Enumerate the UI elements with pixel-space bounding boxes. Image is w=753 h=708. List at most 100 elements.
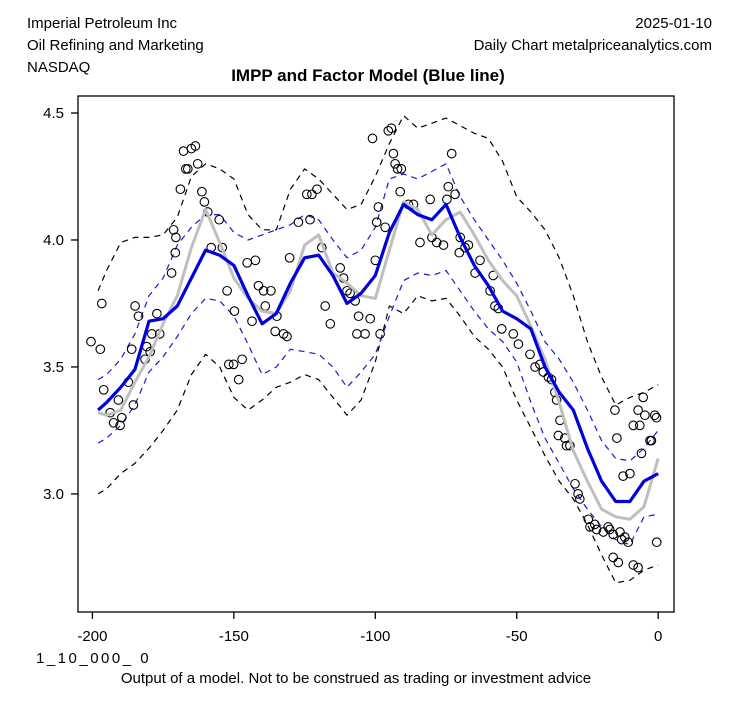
daily-price-point — [608, 529, 619, 540]
x-axis-tick-label: 0 — [654, 628, 662, 645]
daily-price-point — [133, 311, 144, 322]
daily-price-point — [199, 197, 210, 207]
daily-price-point — [253, 280, 264, 291]
y-axis-tick-label: 3.0 — [43, 486, 64, 503]
header-left: Imperial Petroleum Inc Oil Refining and … — [27, 16, 204, 82]
daily-price-point — [371, 217, 382, 228]
daily-price-point — [320, 301, 331, 311]
daily-price-point — [415, 237, 425, 248]
daily-price-point — [530, 362, 540, 372]
daily-price-point — [636, 448, 647, 459]
daily-price-point — [247, 316, 257, 327]
daily-price-point — [128, 400, 139, 410]
y-axis-tick-label: 3.5 — [43, 359, 64, 376]
x-axis-tick-label: -200 — [77, 628, 107, 645]
daily-price-point — [525, 349, 535, 360]
daily-price-point — [301, 189, 312, 200]
daily-price-point — [396, 164, 407, 174]
header-right: 2025-01-10 Daily Chart metalpriceanalyti… — [474, 16, 712, 60]
daily-price-point — [266, 285, 276, 296]
daily-price-point — [573, 489, 583, 499]
daily-price-point — [250, 255, 261, 266]
company-sector: Oil Refining and Marketing — [27, 37, 204, 54]
series-outer-band-lower — [97, 295, 659, 584]
chart-source: Daily Chart metalpriceanalytics.com — [473, 37, 712, 54]
daily-price-point — [628, 420, 639, 431]
daily-price-point — [625, 468, 635, 479]
daily-price-point — [108, 417, 119, 428]
daily-price-point — [171, 232, 181, 243]
daily-price-point — [633, 562, 643, 573]
daily-price-point — [570, 478, 580, 489]
daily-price-point — [375, 329, 385, 339]
daily-price-point — [591, 524, 602, 535]
daily-price-point — [146, 329, 157, 339]
company-exchange: NASDAQ — [27, 59, 91, 76]
daily-price-point — [598, 527, 609, 537]
daily-price-point — [307, 189, 317, 200]
daily-price-point — [475, 255, 485, 266]
daily-price-point — [613, 557, 624, 568]
daily-price-point — [574, 494, 585, 504]
daily-price-point — [180, 164, 191, 174]
daily-price-point — [365, 313, 376, 324]
series-inner-band-upper — [97, 163, 659, 462]
series-factor-model-blue — [97, 202, 659, 504]
daily-price-point — [335, 263, 346, 273]
daily-price-point — [352, 329, 362, 339]
series-inner-band-lower — [97, 269, 659, 546]
daily-price-point — [237, 354, 247, 365]
daily-price-point — [392, 164, 403, 174]
y-axis-tick-label: 4.0 — [43, 232, 64, 249]
daily-price-point — [130, 301, 140, 311]
daily-price-point — [312, 184, 322, 195]
daily-price-point — [222, 285, 232, 296]
daily-price-point — [293, 217, 304, 228]
daily-price-point — [96, 298, 107, 309]
daily-price-point — [383, 125, 394, 136]
daily-price-point — [612, 433, 622, 443]
daily-price-point — [618, 471, 628, 481]
daily-price-point — [182, 164, 193, 174]
daily-price-point — [86, 336, 96, 347]
daily-price-point — [345, 288, 355, 299]
daily-price-point — [615, 527, 625, 537]
daily-price-point — [325, 318, 336, 329]
daily-price-point — [116, 412, 127, 423]
daily-price-point — [640, 410, 650, 421]
daily-price-point — [589, 519, 600, 530]
x-axis-tick-label: -50 — [506, 628, 528, 645]
daily-price-point — [431, 237, 442, 248]
series-smoothed-price-gray — [97, 200, 660, 521]
daily-price-point — [305, 214, 315, 225]
daily-price-point — [633, 405, 643, 415]
daily-price-point — [455, 232, 466, 243]
daily-price-point — [126, 344, 137, 355]
daily-price-point — [214, 214, 225, 225]
company-name: Imperial Petroleum Inc — [27, 15, 178, 32]
daily-price-point — [450, 189, 460, 200]
daily-price-point — [115, 420, 125, 431]
daily-price-point — [553, 430, 564, 441]
daily-price-point — [604, 524, 615, 535]
disclaimer-text: Output of a model. Not to be construed a… — [120, 670, 592, 687]
daily-price-point — [98, 384, 109, 395]
daily-price-point — [628, 560, 639, 570]
daily-price-point — [651, 537, 662, 548]
daily-price-point — [388, 148, 399, 159]
daily-price-point — [380, 222, 391, 233]
daily-price-point — [634, 420, 645, 431]
daily-price-point — [260, 301, 271, 311]
chart-title: IMPP and Factor Model (Blue line) — [231, 66, 505, 85]
daily-price-point — [623, 537, 634, 548]
series-outer-band-upper — [97, 114, 659, 406]
daily-price-point — [353, 311, 364, 322]
daily-price-point — [342, 285, 352, 296]
daily-price-point — [649, 410, 660, 421]
daily-price-point — [270, 326, 281, 337]
daily-price-point — [229, 306, 240, 316]
model-code: 1_10_000_ 0 — [36, 650, 152, 667]
daily-price-point — [197, 186, 207, 197]
daily-price-point — [192, 158, 203, 169]
